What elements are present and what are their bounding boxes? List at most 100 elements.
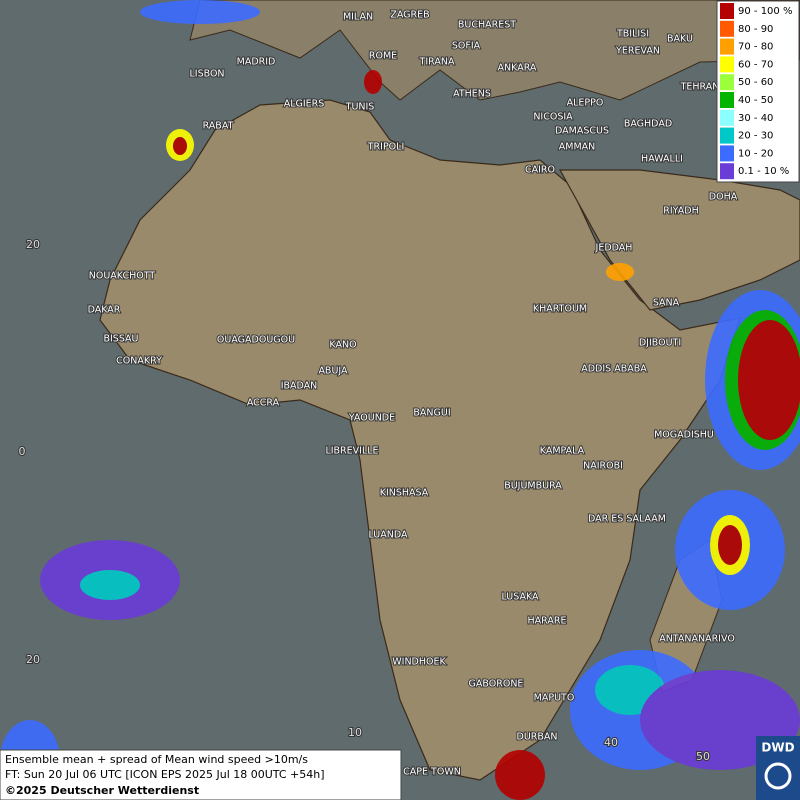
grid-label: 50 (696, 750, 710, 763)
legend-swatch (720, 20, 734, 37)
legend-label: 70 - 80 (738, 42, 773, 53)
city-label: CAPE TOWN (403, 767, 461, 778)
city-label: BISSAU (103, 334, 138, 345)
europe (189, 0, 800, 101)
city-label: DJIBOUTI (639, 338, 681, 349)
city-label: GABORONE (469, 679, 524, 690)
city-label: ALGIERS (284, 99, 325, 110)
caption-line: Ensemble mean + spread of Mean wind spee… (5, 753, 308, 766)
logo: DWD (756, 736, 800, 800)
city-label: MILAN (343, 12, 373, 23)
caption-line: ©2025 Deutscher Wetterdienst (5, 784, 199, 797)
legend-label: 10 - 20 (738, 148, 773, 159)
city-label: BAGHDAD (624, 119, 672, 130)
city-label: TEHRAN (680, 82, 720, 93)
city-label: MADRID (237, 57, 276, 68)
africa (99, 99, 741, 781)
city-label: LUSAKA (501, 592, 539, 603)
city-label: BAKU (667, 34, 693, 45)
arabia (558, 169, 800, 311)
city-label: ZAGREB (390, 10, 429, 21)
city-label: DOHA (709, 192, 738, 203)
legend-swatch (720, 109, 734, 126)
legend-swatch (720, 127, 734, 144)
legend-swatch (720, 56, 734, 73)
city-label: KANO (329, 340, 356, 351)
city-label: BANGUI (413, 408, 450, 419)
caption-line: FT: Sun 20 Jul 06 UTC [ICON EPS 2025 Jul… (5, 768, 325, 781)
city-label: DAKAR (88, 305, 121, 316)
legend-label: 0.1 - 10 % (738, 166, 789, 177)
caption-box (0, 749, 402, 800)
grid-label: 10 (348, 726, 362, 739)
legend-label: 80 - 90 (738, 24, 773, 35)
city-label: HAWALLI (641, 154, 683, 165)
city-label: YEREVAN (615, 46, 660, 57)
city-label: ROME (369, 51, 397, 62)
city-label: TBILISI (616, 29, 649, 40)
legend-swatch (720, 74, 734, 91)
city-label: SANA (653, 298, 680, 309)
city-label: ACCRA (247, 398, 280, 409)
city-label: NAIROBI (583, 461, 623, 472)
city-label: DAMASCUS (555, 126, 609, 137)
city-label: AMMAN (559, 142, 596, 153)
legend-swatch (720, 92, 734, 108)
caption: Ensemble mean + spread of Mean wind spee… (0, 749, 402, 800)
city-label: LISBON (189, 69, 224, 80)
legend-swatch (720, 145, 734, 162)
city-labels: MILAN ZAGREB BUCHAREST SOFIA TBILISI BAKU ROME… (87, 9, 739, 779)
city-label: RIYADH (663, 206, 698, 217)
city-label: TUNIS (345, 102, 375, 113)
city-label: ATHENS (453, 89, 491, 100)
city-label: SOFIA (452, 41, 481, 52)
legend-label: 50 - 60 (738, 77, 773, 88)
city-label: ANTANANARIVO (659, 634, 735, 645)
legend-swatch (720, 163, 734, 180)
city-label: JEDDAH (595, 243, 633, 254)
city-label: KHARTOUM (533, 304, 587, 315)
city-label: ABUJA (318, 366, 348, 377)
city-label: TIRANA (419, 57, 455, 68)
city-label: MOGADISHU (654, 430, 714, 441)
grid-label: 40 (604, 736, 618, 749)
city-label: RABAT (203, 121, 234, 132)
city-label: BUCHAREST (458, 20, 516, 31)
grid-labels: 20 0 20 10 40 50 (18, 237, 712, 764)
legend-label: 60 - 70 (738, 59, 773, 70)
grid-label: 0 (19, 445, 26, 458)
logo-swirl (764, 762, 792, 790)
legend-swatch (720, 3, 734, 19)
city-label: ALEPPO (567, 98, 604, 109)
city-label: IBADAN (281, 381, 318, 392)
city-label: DAR ES SALAAM (588, 514, 666, 525)
legend-label: 30 - 40 (738, 113, 773, 124)
city-label: TRIPOLI (367, 142, 405, 153)
logo-text: DWD (761, 741, 794, 755)
city-label: ANKARA (498, 63, 537, 74)
legend-label: 90 - 100 % (738, 6, 792, 17)
city-label: LUANDA (368, 530, 408, 541)
city-label: KAMPALA (540, 446, 585, 457)
city-label: CAIRO (525, 165, 555, 176)
grid-label: 20 (26, 238, 40, 251)
city-label: ADDIS ABABA (581, 364, 647, 375)
city-label: KINSHASA (380, 488, 429, 499)
city-label: MAPUTO (534, 693, 575, 704)
city-label: CONAKRY (116, 356, 162, 367)
city-label: NICOSIA (533, 112, 573, 123)
city-label: DURBAN (517, 732, 558, 743)
legend: 90 - 100 % 80 - 90 70 - 80 60 - 70 50 - 60 40… (716, 0, 800, 183)
city-label: BUJUMBURA (504, 481, 562, 492)
grid-label: 20 (26, 653, 40, 666)
city-label: LIBREVILLE (325, 446, 378, 457)
city-label: OUAGADOUGOU (217, 335, 295, 346)
city-label: WINDHOEK (392, 657, 446, 668)
city-label: NOUAKCHOTT (89, 271, 156, 282)
legend-label: 40 - 50 (738, 95, 773, 106)
legend-label: 20 - 30 (738, 131, 773, 142)
city-label: YAOUNDE (348, 413, 395, 424)
city-label: HARARE (528, 616, 567, 627)
legend-swatch (720, 38, 734, 55)
